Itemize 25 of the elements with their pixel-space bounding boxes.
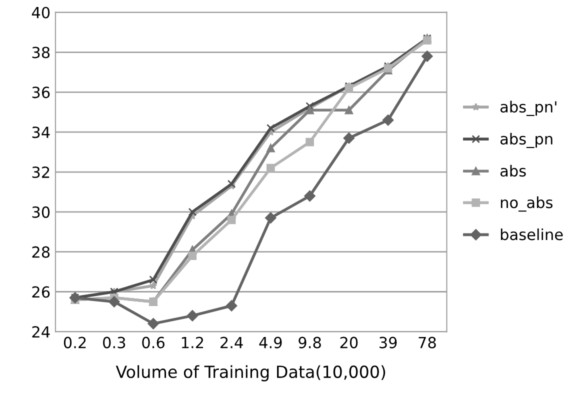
x-tick-label: 0.2 <box>64 336 86 348</box>
legend-label: abs_pn <box>500 132 552 148</box>
y-tick-label: 34 <box>32 126 50 138</box>
x-tick-label: 20 <box>340 336 358 348</box>
y-tick-label: 26 <box>32 286 50 298</box>
x-tick-label: 39 <box>380 336 397 348</box>
y-tick-label: 36 <box>32 86 50 98</box>
y-tick-label: 40 <box>32 6 50 18</box>
y-tick-label: 24 <box>32 326 50 338</box>
x-axis-title: Volume of Training Data(10,000) <box>116 365 386 382</box>
y-tick-label: 32 <box>32 166 50 178</box>
legend-label: abs <box>500 164 526 177</box>
x-tick-label: 9.8 <box>298 336 321 348</box>
x-tick-label: 2.4 <box>220 336 243 348</box>
x-tick-label: 1.2 <box>182 336 204 348</box>
x-tick-label: 0.3 <box>103 336 126 348</box>
legend-label: baseline <box>500 228 563 240</box>
y-tick-label: 30 <box>32 206 50 218</box>
x-tick-label: 4.9 <box>259 336 282 348</box>
x-tick-label: 78 <box>418 336 436 348</box>
y-tick-label: 38 <box>32 46 50 58</box>
legend-label: no_abs <box>500 196 553 212</box>
legend-label: abs_pn' <box>500 100 556 116</box>
x-tick-label: 0.6 <box>142 336 164 348</box>
y-tick-label: 28 <box>32 246 50 258</box>
